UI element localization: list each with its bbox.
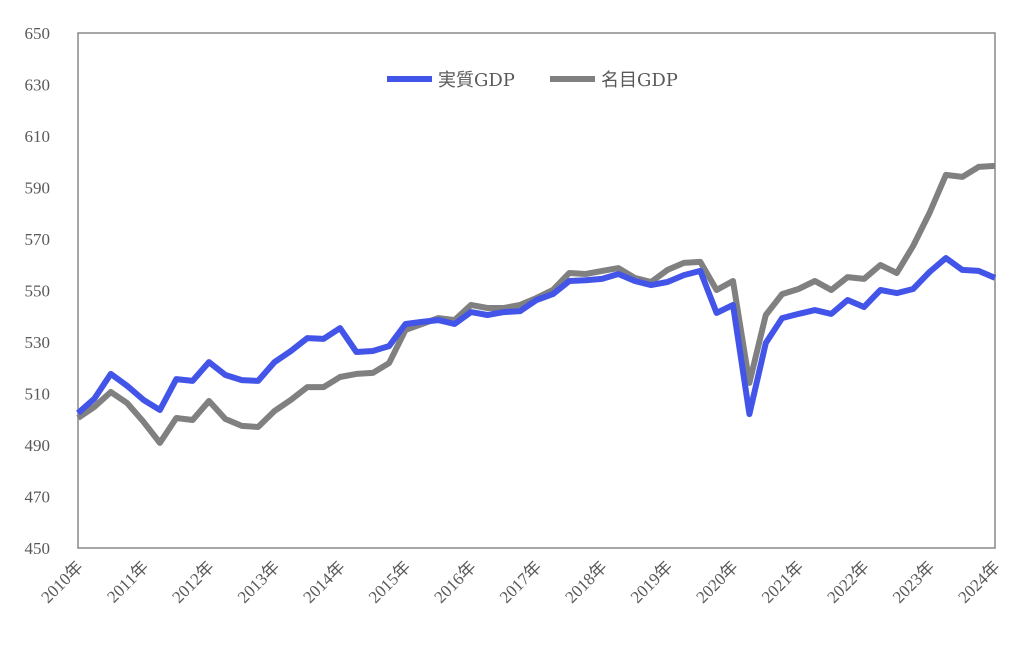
legend: 実質GDP 名目GDP [387,70,678,91]
y-tick-label: 570 [25,230,51,249]
y-tick-label: 510 [25,385,51,404]
x-tick-label: 2012年 [168,557,217,606]
y-tick-label: 610 [25,127,51,146]
x-tick-label: 2010年 [37,557,86,606]
x-tick-label: 2022年 [823,557,872,606]
y-tick-label: 550 [25,282,51,301]
y-tick-label: 450 [25,539,51,558]
x-tick-label: 2013年 [234,557,283,606]
x-tick-label: 2020年 [692,557,741,606]
y-tick-label: 490 [25,436,51,455]
y-tick-label: 590 [25,179,51,198]
x-tick-label: 2015年 [365,557,414,606]
legend-label-nominal: 名目GDP [601,70,678,91]
plot-area [77,32,996,549]
x-tick-label: 2016年 [430,557,479,606]
x-tick-label: 2019年 [627,557,676,606]
series-line-real-gdp [76,255,997,418]
x-tick-label: 2024年 [954,557,1003,606]
x-tick-label: 2017年 [496,557,545,606]
x-tick-label: 2023年 [889,557,938,606]
x-tick-label: 2018年 [561,557,610,606]
x-tick-label: 2021年 [758,557,807,606]
y-tick-label: 650 [25,24,51,43]
x-tick-label: 2011年 [103,557,152,606]
y-tick-label: 630 [25,76,51,95]
legend-label-real: 実質GDP [438,70,515,91]
x-tick-label: 2014年 [299,557,348,606]
y-tick-label: 530 [25,333,51,352]
y-tick-label: 470 [25,488,51,507]
